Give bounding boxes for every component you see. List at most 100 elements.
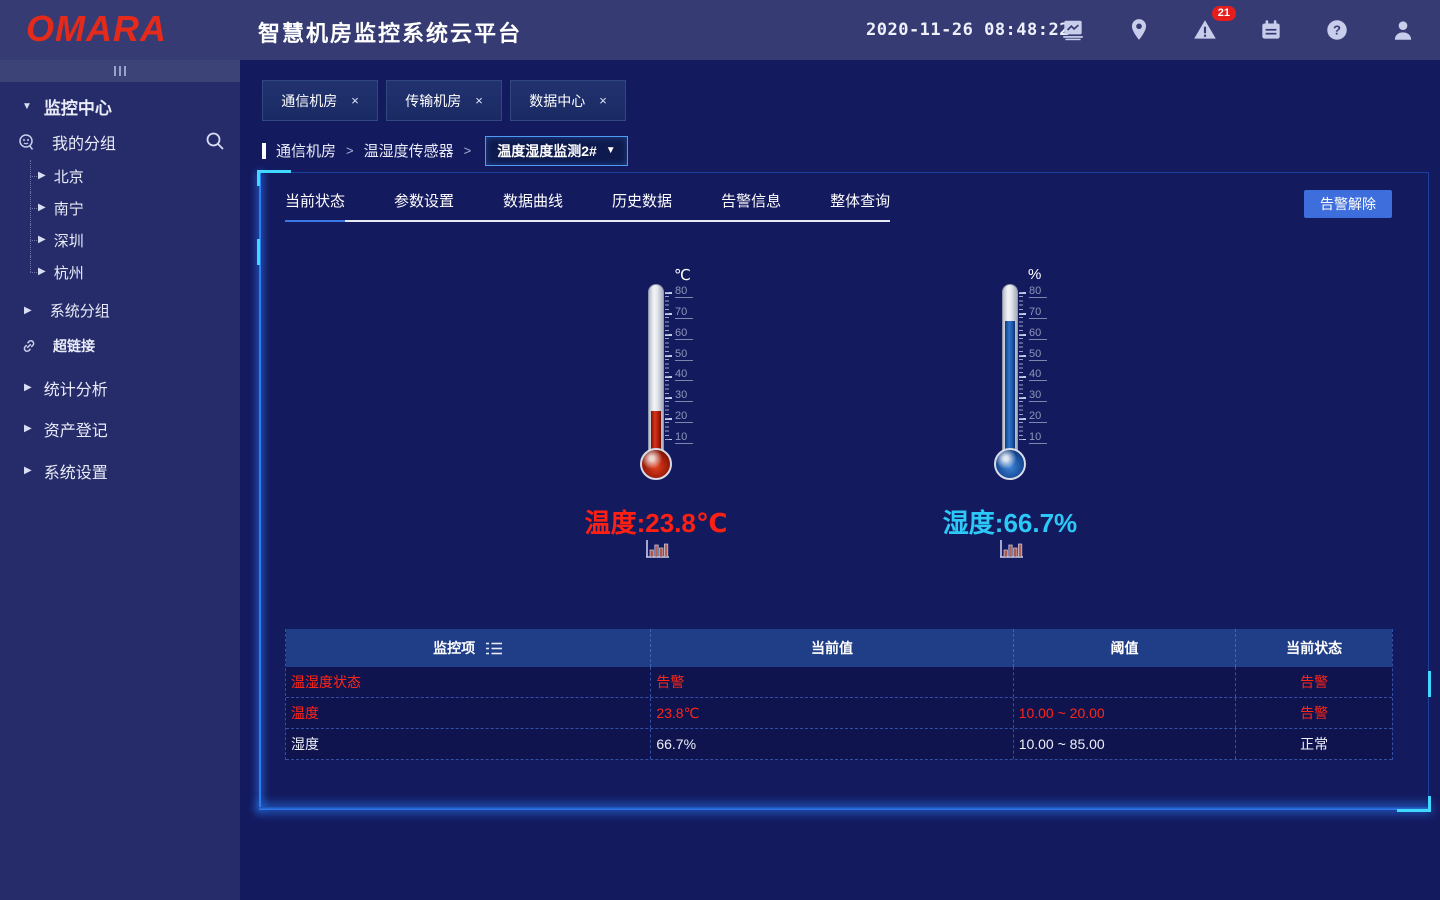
cell-current-value: 告警: [651, 667, 1014, 697]
humidity-thermometer: % 80 70 60 50 40 30 20 10: [982, 266, 1122, 506]
datetime-display: 2020-11-26 08:48:22: [866, 20, 1070, 40]
scale-number: 30: [675, 390, 693, 403]
humidity-reading: 湿度:66.7%: [942, 508, 1078, 538]
calendar-icon[interactable]: [1254, 13, 1288, 47]
sidebar-item-label: 超链接: [53, 338, 95, 354]
panel-tab-label: 整体查询: [830, 193, 891, 210]
caret-down-icon: ▼: [22, 100, 32, 112]
scale-number: 60: [1029, 327, 1047, 340]
user-icon[interactable]: [1386, 13, 1420, 47]
device-dropdown-label: 温度湿度监测2#: [497, 142, 597, 159]
scale-number: 70: [675, 306, 693, 319]
scale-number: 70: [1029, 306, 1047, 319]
room-tab[interactable]: 传输机房 ×: [386, 80, 502, 121]
sidebar-item-city[interactable]: ▶ 南宁: [0, 192, 240, 224]
thermometer-scale: 80 70 60 50 40 30 20 10: [675, 286, 693, 444]
panel-tab[interactable]: 参数设置: [394, 190, 454, 220]
sidebar-city-label: 南宁: [53, 200, 84, 218]
breadcrumb: 通信机房 > 温湿度传感器 > 温度湿度监测2# ▼: [262, 135, 628, 166]
close-icon[interactable]: ×: [475, 93, 483, 108]
sidebar-item-settings[interactable]: ▶ 系统设置: [24, 459, 108, 483]
list-icon[interactable]: [485, 641, 503, 656]
sidebar-collapse-handle[interactable]: [0, 60, 240, 82]
calendar-glyph: [1262, 20, 1280, 39]
humidity-chart-icon[interactable]: [997, 537, 1025, 561]
sidebar-item-my-groups[interactable]: 我的分组: [16, 130, 116, 154]
sidebar-city-label: 杭州: [53, 264, 84, 282]
sidebar-item-system-groups[interactable]: ▶ 系统分组: [24, 300, 110, 321]
alarm-clear-button[interactable]: 告警解除: [1304, 190, 1392, 218]
thermometer-scale: 80 70 60 50 40 30 20 10: [1029, 286, 1047, 444]
sidebar-item-city[interactable]: ▶ 深圳: [0, 224, 240, 256]
panel-glow-bottom: [259, 807, 1429, 810]
thermometer-unit-label: %: [1028, 266, 1042, 283]
thermometer-fill: [1005, 320, 1015, 453]
breadcrumb-accent-bar: [262, 142, 266, 159]
sidebar-item-statistics[interactable]: ▶ 统计分析: [24, 376, 108, 400]
alert-count-badge: 21: [1211, 6, 1236, 21]
breadcrumb-separator: >: [463, 143, 472, 158]
caret-right-icon: ▶: [24, 465, 32, 476]
panel-tab-label: 当前状态: [285, 193, 346, 210]
app-title: 智慧机房监控系统云平台: [258, 21, 523, 46]
cell-current-value: 66.7%: [651, 729, 1014, 759]
sidebar-item-label: 资产登记: [43, 423, 108, 440]
breadcrumb-item[interactable]: 通信机房: [276, 143, 337, 160]
room-tab[interactable]: 数据中心 ×: [510, 80, 626, 121]
cell-item: 温湿度状态: [286, 667, 652, 697]
thermometer-fill: [651, 411, 661, 453]
sidebar-item-label: 统计分析: [43, 382, 108, 399]
room-tab-bar: 通信机房 × 传输机房 × 数据中心 ×: [262, 80, 626, 121]
drag-handle-icon: [114, 66, 116, 76]
sidebar-item-city[interactable]: ▶ 杭州: [0, 256, 240, 288]
help-icon[interactable]: ?: [1320, 13, 1354, 47]
scale-number: 20: [675, 411, 693, 424]
sidebar-item-city[interactable]: ▶ 北京: [0, 160, 240, 192]
sidebar-item-assets[interactable]: ▶ 资产登记: [24, 417, 108, 441]
sidebar-item-label: 监控中心: [43, 99, 112, 118]
scale-number: 40: [675, 369, 693, 382]
close-icon[interactable]: ×: [351, 93, 359, 108]
panel-tab[interactable]: 数据曲线: [503, 190, 563, 220]
device-dropdown[interactable]: 温度湿度监测2# ▼: [485, 135, 628, 166]
top-header: OMARA 智慧机房监控系统云平台 2020-11-26 08:48:22 2: [0, 0, 1440, 60]
panel-tab[interactable]: 历史数据: [612, 190, 672, 220]
close-icon[interactable]: ×: [599, 93, 607, 108]
cell-threshold: 10.00 ~ 20.00: [1014, 698, 1237, 728]
thermometer-bulb: [640, 448, 672, 480]
search-icon[interactable]: [204, 130, 226, 157]
help-glyph: ?: [1327, 20, 1347, 40]
thermometer-tube: [648, 284, 664, 454]
panel-tab[interactable]: 整体查询: [830, 190, 890, 220]
column-label: 监控项: [433, 640, 476, 656]
sidebar-item-monitor-center[interactable]: ▼ 监控中心: [22, 94, 112, 119]
alert-icon[interactable]: 21: [1188, 6, 1236, 47]
table-row: 温度 23.8℃ 10.00 ~ 20.00 告警: [286, 698, 1392, 729]
caret-right-icon: ▶: [38, 202, 46, 213]
alert-glyph: [1194, 20, 1216, 39]
table-header-value: 当前值: [651, 629, 1014, 667]
location-icon[interactable]: [1122, 13, 1156, 47]
caret-right-icon: ▶: [24, 423, 32, 434]
panel-tab[interactable]: 当前状态: [285, 190, 346, 222]
monitor-chart-icon[interactable]: [1056, 13, 1090, 47]
thermometer-tube: [1002, 284, 1018, 454]
link-icon: [23, 340, 35, 352]
room-tab[interactable]: 通信机房 ×: [262, 80, 378, 121]
panel-edge-accent: [257, 239, 260, 265]
panel-tab-label: 告警信息: [721, 193, 782, 210]
scale-number: 10: [1029, 431, 1047, 444]
caret-right-icon: ▶: [24, 304, 32, 316]
cell-item: 湿度: [286, 729, 652, 759]
panel-corner-accent: [257, 170, 291, 186]
temperature-chart-icon[interactable]: [643, 537, 671, 561]
scale-number: 20: [1029, 411, 1047, 424]
breadcrumb-item[interactable]: 温湿度传感器: [363, 143, 454, 160]
header-icon-bar: 21 ?: [1056, 6, 1420, 47]
sidebar-item-hyperlink[interactable]: 超链接: [20, 336, 95, 356]
sidebar-city-label: 深圳: [53, 232, 84, 250]
monitor-chart-glyph: [1063, 20, 1083, 41]
panel-tab[interactable]: 告警信息: [721, 190, 781, 220]
table-row: 湿度 66.7% 10.00 ~ 85.00 正常: [286, 729, 1392, 760]
